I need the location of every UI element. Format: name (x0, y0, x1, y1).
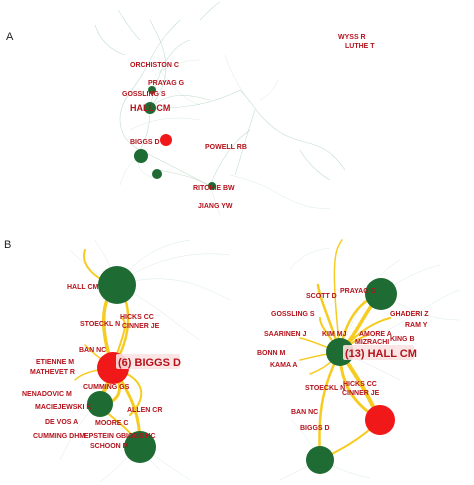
author-label: LUTHE T (345, 43, 375, 50)
author-label: ALLEN CR (127, 407, 162, 414)
node-biggs-right (365, 405, 395, 435)
node-ritchie (208, 182, 216, 190)
author-label: KING B (390, 336, 415, 343)
author-label: STOECKL N (80, 321, 120, 328)
author-label: ORCHISTON C (130, 62, 179, 69)
node-hall-left (98, 266, 136, 304)
author-label: SCOTT D (306, 293, 337, 300)
author-label: POWELL RB (205, 144, 247, 151)
author-label: BIGGS HC (121, 433, 156, 440)
node-biggs (160, 134, 172, 146)
author-label: GHADERI Z (390, 311, 429, 318)
node-cluster-a (134, 149, 148, 163)
highlight-box-left (116, 354, 180, 369)
author-label: RITCHIE BW (193, 185, 235, 192)
node-biggs-hc-left (124, 431, 156, 463)
node-cluster-b (152, 169, 162, 179)
author-label: BIGGS D (130, 139, 160, 146)
node-prayag (148, 86, 156, 94)
node-prayag-right (365, 278, 397, 310)
node-cumming-left (87, 391, 113, 417)
author-label: GOSSLING S (122, 91, 166, 98)
author-label: KAMA A (270, 362, 297, 369)
author-label: SCHOON M (90, 443, 129, 450)
panel-a-label: A (6, 31, 14, 43)
panel-a-nodes (134, 86, 216, 190)
author-label: PRAYAG G (148, 80, 185, 87)
author-label: MATHEVET R (30, 369, 75, 376)
author-label: HALL CM (130, 103, 170, 113)
author-label: MACIEJEWSKI K (35, 404, 91, 411)
panel-b: B (4, 239, 461, 483)
node-hall (144, 102, 156, 114)
author-label: DE VOS A (45, 419, 78, 426)
author-label: BAN NC (291, 409, 318, 416)
author-label: PRAYAG G (340, 288, 377, 295)
author-label: KIM MJ (322, 331, 347, 338)
author-label: WYSS R (338, 34, 366, 41)
author-label: STOECKL N (305, 385, 345, 392)
author-label: RAM Y (405, 322, 428, 329)
author-label: EPSTEIN G (84, 433, 122, 440)
author-label: NENADOVIC M (22, 391, 72, 398)
author-label: CINNER JE (122, 323, 160, 330)
author-label: BAN NC (79, 347, 106, 354)
author-label: CUMMING GS (83, 384, 130, 391)
panel-a: A (6, 1, 375, 216)
author-label: CINNER JE (342, 390, 380, 397)
panel-b-label: B (4, 239, 11, 251)
author-label: HICKS CC (120, 314, 154, 321)
author-label: MIZRACHI (355, 339, 389, 346)
panel-a-labels: WYSS R LUTHE T ORCHISTON C PRAYAG G GOSS… (122, 34, 375, 210)
highlight-box-right (343, 345, 414, 360)
highlight-label-left: (6) BIGGS D (118, 357, 181, 369)
author-label: CUMMING DHM (33, 433, 85, 440)
author-label: GOSSLING S (271, 311, 315, 318)
author-label: MOORE C (95, 420, 128, 427)
author-label: SAARINEN J (264, 331, 307, 338)
node-cluster-right (306, 446, 334, 474)
author-label: HALL CM (67, 284, 99, 291)
author-label: HICKS CC (343, 381, 377, 388)
author-label: BIGGS D (300, 425, 330, 432)
author-label: ETIENNE M (36, 359, 74, 366)
panel-b-left-network: (6) BIGGS D HALL CM HICKS CC CINNER JE S… (22, 239, 231, 483)
panel-b-right-network: (13) HALL CM SCOTT D PRAYAG G GOSSLING S… (257, 239, 461, 481)
author-label: AMORE A (359, 331, 392, 338)
author-label: JIANG YW (198, 203, 233, 210)
highlight-label-right: (13) HALL CM (345, 348, 417, 360)
author-label: BONN M (257, 350, 286, 357)
